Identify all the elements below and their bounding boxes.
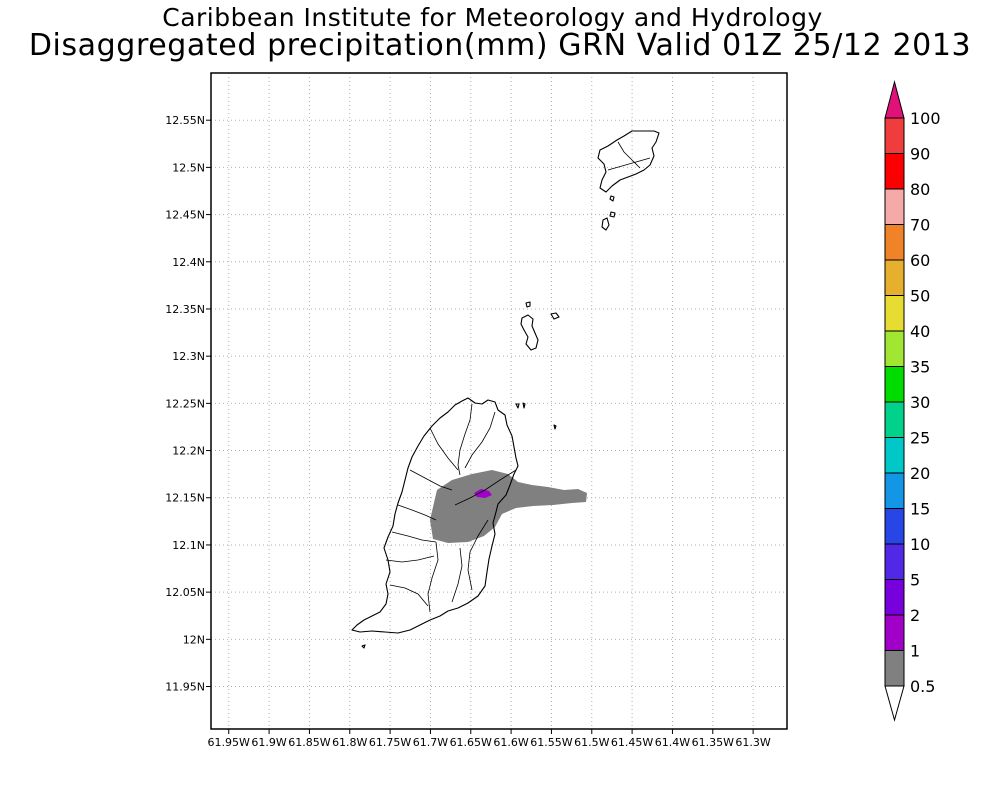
colorbar-swatch: [884, 188, 905, 225]
colorbar-label: 35: [910, 358, 930, 377]
colorbar-label: 10: [910, 535, 930, 554]
island-small-10: [361, 644, 366, 649]
colorbar-label: 15: [910, 500, 930, 519]
colorbar-swatch: [884, 330, 905, 367]
colorbar-label: 0.5: [910, 677, 935, 696]
y-tick-label: 12.3N: [172, 350, 205, 363]
x-tick-label: 61.3W: [735, 736, 770, 749]
precip-area-0.5mm: [430, 470, 587, 543]
colorbar-swatch: [884, 650, 905, 687]
x-tick-label: 61.45W: [611, 736, 653, 749]
colorbar-label: 50: [910, 287, 930, 306]
x-tick-label: 61.65W: [450, 736, 492, 749]
colorbar-swatch: [884, 295, 905, 332]
carriacou-island: [597, 130, 660, 193]
colorbar-label: 60: [910, 251, 930, 270]
x-tick-label: 61.7W: [413, 736, 448, 749]
colorbar-label: 30: [910, 393, 930, 412]
y-tick-label: 12.4N: [172, 256, 205, 269]
y-tick-label: 12.55N: [165, 114, 205, 127]
y-axis: 12.55N 12.5N 12.45N 12.4N 12.35N 12.3N 12.25N 1…: [165, 114, 211, 694]
y-tick-label: 12.25N: [165, 397, 205, 410]
y-tick-label: 12.45N: [165, 209, 205, 222]
colorbar-swatch: [884, 224, 905, 261]
y-tick-label: 12.05N: [165, 586, 205, 599]
x-tick-label: 61.55W: [530, 736, 572, 749]
colorbar-label: 5: [910, 571, 920, 590]
x-tick-label: 61.5W: [574, 736, 609, 749]
x-tick-label: 61.4W: [655, 736, 690, 749]
colorbar-swatch: [884, 472, 905, 509]
colorbar-label: 20: [910, 464, 930, 483]
colorbar-swatch: [884, 366, 905, 403]
island-small-5: [525, 301, 531, 308]
precip-area-1mm: [474, 489, 492, 498]
y-tick-label: 12.1N: [172, 539, 205, 552]
y-tick-label: 12.5N: [172, 161, 205, 174]
map-subtitle: Disaggregated precipitation(mm) GRN Vali…: [28, 28, 972, 63]
island-small-7: [515, 403, 520, 409]
colorbar-swatch: [884, 579, 905, 616]
colorbar-label: 90: [910, 145, 930, 164]
y-tick-label: 12.15N: [165, 492, 205, 505]
colorbar-swatch: [884, 153, 905, 190]
parish-boundaries: [385, 141, 651, 613]
island-small-2: [609, 211, 616, 218]
y-tick-label: 12.2N: [172, 445, 205, 458]
colorbar-label: 1: [910, 642, 920, 661]
grid-lines: [211, 73, 787, 729]
colorbar-swatch: [884, 543, 905, 580]
colorbar-label: 2: [910, 606, 920, 625]
x-tick-label: 61.8W: [332, 736, 367, 749]
x-axis: 61.95W 61.9W 61.85W 61.8W 61.75W 61.7W 61.65W 6…: [208, 729, 771, 749]
colorbar-swatch: [884, 508, 905, 545]
colorbar-swatch: [884, 614, 905, 651]
colorbar-label: 40: [910, 322, 930, 341]
x-tick-label: 61.9W: [251, 736, 286, 749]
grenada-island: [351, 397, 519, 634]
colorbar-swatch: [884, 117, 905, 154]
colorbar-swatch: [884, 401, 905, 438]
x-tick-label: 61.6W: [493, 736, 528, 749]
y-tick-label: 12N: [183, 633, 205, 646]
map-frame: [210, 72, 788, 730]
map-title: Caribbean Institute for Meteorology and …: [162, 3, 823, 32]
colorbar-label: 80: [910, 180, 930, 199]
colorbar-bottom-arrow: [884, 685, 905, 722]
x-tick-label: 61.75W: [369, 736, 411, 749]
colorbar-swatch: [884, 437, 905, 474]
coastline: [351, 130, 660, 649]
island-small-4: [520, 314, 539, 351]
x-tick-label: 61.35W: [692, 736, 734, 749]
x-tick-label: 61.95W: [208, 736, 250, 749]
island-small-9: [553, 424, 557, 430]
island-small-6: [550, 312, 560, 320]
y-tick-label: 12.35N: [165, 303, 205, 316]
colorbar-top-arrow: [884, 80, 905, 119]
x-tick-label: 61.85W: [288, 736, 330, 749]
island-small-3: [609, 195, 615, 202]
colorbar-label: 25: [910, 429, 930, 448]
colorbar-label: 70: [910, 216, 930, 235]
island-small-8: [522, 402, 526, 409]
y-tick-label: 11.95N: [165, 681, 205, 694]
colorbar-swatch: [884, 259, 905, 296]
island-small-1: [601, 217, 610, 231]
colorbar-label: 100: [910, 109, 941, 128]
